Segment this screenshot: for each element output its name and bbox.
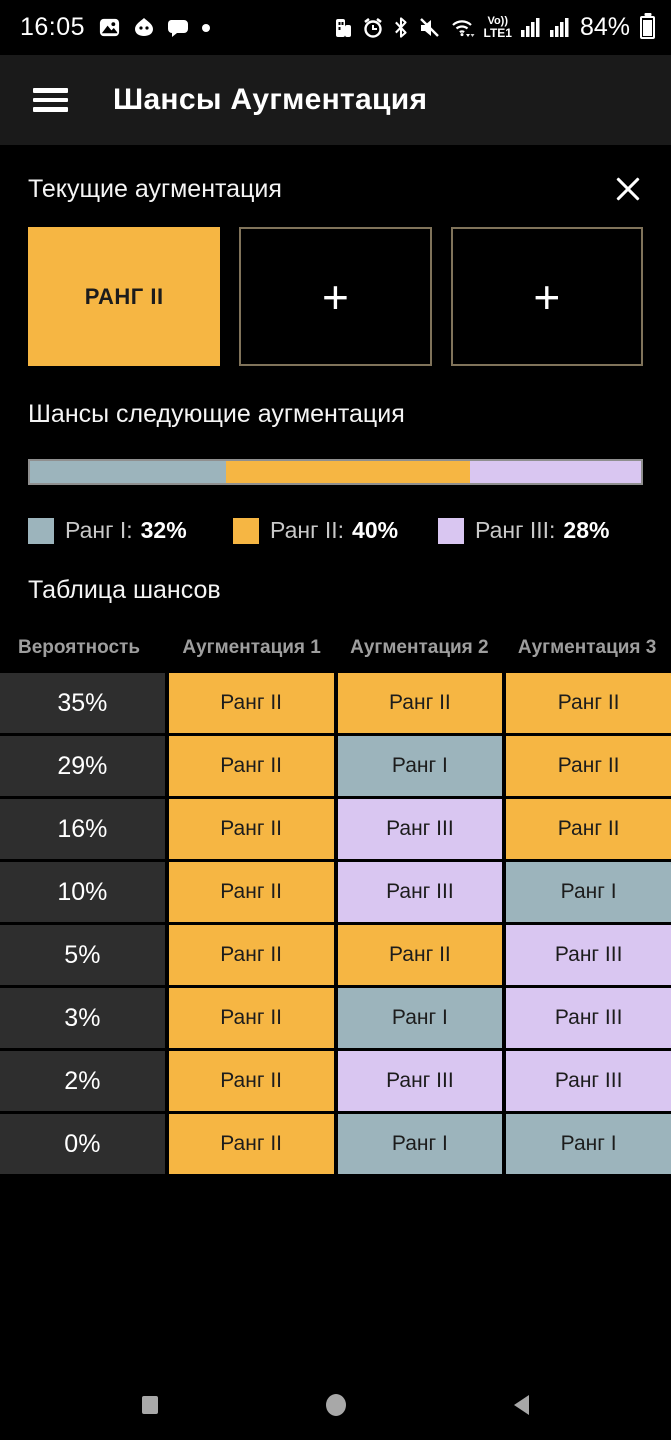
rank-cell-augmentation-3: Ранг III [506, 925, 671, 985]
probability-cell: 2% [0, 1051, 165, 1111]
bar-segment-rank-3 [469, 461, 641, 483]
gallery-notification-icon [98, 16, 121, 39]
probability-cell: 29% [0, 736, 165, 796]
page-title: Шансы Аугментация [113, 83, 428, 116]
legend-item-rank2: Ранг II: 40% [233, 517, 438, 544]
rank-cell-augmentation-2: Ранг III [337, 862, 503, 922]
plus-icon: + [533, 270, 561, 323]
chance-table-body: 35% Ранг II Ранг II Ранг II 29% Ранг II Ранг I… [0, 673, 671, 1174]
rank-cell-augmentation-2: Ранг III [337, 1051, 503, 1111]
table-row: 2% Ранг II Ранг III Ранг III [0, 1051, 671, 1111]
rank-cell-augmentation-3: Ранг III [506, 1051, 671, 1111]
android-nav-bar [0, 1394, 671, 1416]
rank-cell-augmentation-1: Ранг II [168, 988, 334, 1048]
chance-table-header: Вероятность Аугментация 1 Аугментация 2 … [0, 637, 671, 659]
table-row: 16% Ранг II Ранг III Ранг II [0, 799, 671, 859]
augmentation-slot-1[interactable]: РАНГ II [28, 227, 221, 366]
menu-icon[interactable] [33, 83, 68, 117]
battery-icon [640, 16, 655, 39]
signal-strength-icon-sim1 [520, 17, 541, 38]
messages-notification-icon [167, 16, 191, 40]
table-row: 10% Ранг II Ранг III Ранг I [0, 862, 671, 922]
signal-strength-icon-sim2 [549, 17, 570, 38]
rank-cell-augmentation-3: Ранг II [506, 736, 671, 796]
rank-cell-augmentation-3: Ранг I [506, 1114, 671, 1174]
bluetooth-icon [393, 16, 409, 39]
table-row: 35% Ранг II Ранг II Ранг II [0, 673, 671, 733]
app-bar: Шансы Аугментация [0, 55, 671, 145]
rank-cell-augmentation-2: Ранг I [337, 1114, 503, 1174]
chance-table-title: Таблица шансов [28, 576, 221, 604]
rank-cell-augmentation-2: Ранг II [337, 925, 503, 985]
battery-percent: 84% [579, 13, 630, 41]
rank2-swatch [233, 517, 259, 544]
legend-item-rank3: Ранг III: 28% [438, 517, 643, 544]
bar-segment-rank-1 [30, 461, 226, 483]
current-augmentation-title: Текущие аугментация [28, 174, 282, 203]
mute-icon [417, 16, 441, 40]
back-button[interactable] [514, 1395, 529, 1415]
clock: 16:05 [20, 13, 86, 41]
plus-icon: + [322, 270, 349, 323]
augmentation-slot-3[interactable]: + [450, 227, 643, 366]
rank-cell-augmentation-1: Ранг II [168, 1051, 334, 1111]
legend-item-rank1: Ранг I: 32% [28, 517, 233, 544]
rank-cell-augmentation-1: Ранг II [168, 862, 334, 922]
current-augmentation-header: Текущие аугментация [28, 167, 643, 211]
rank-cell-augmentation-1: Ранг II [168, 673, 334, 733]
next-chances-title: Шансы следующие аугментация [28, 400, 405, 428]
probability-cell: 16% [0, 799, 165, 859]
rank-cell-augmentation-1: Ранг II [168, 925, 334, 985]
rank-cell-augmentation-3: Ранг I [506, 862, 671, 922]
table-row: 0% Ранг II Ранг I Ранг I [0, 1114, 671, 1174]
recents-button[interactable] [142, 1396, 158, 1414]
home-button[interactable] [326, 1394, 346, 1416]
augmentation-slots: РАНГ II + + [28, 227, 643, 366]
rank-cell-augmentation-2: Ранг I [337, 988, 503, 1048]
probability-cell: 3% [0, 988, 165, 1048]
rank-cell-augmentation-2: Ранг I [337, 736, 503, 796]
building-status-icon [333, 17, 353, 39]
alarm-icon [361, 16, 385, 40]
rank-cell-augmentation-2: Ранг II [337, 673, 503, 733]
header-augmentation-3: Аугментация 3 [517, 637, 657, 658]
table-row: 29% Ранг II Ранг I Ранг II [0, 736, 671, 796]
rank-cell-augmentation-1: Ранг II [168, 1114, 334, 1174]
header-augmentation-2: Аугментация 2 [350, 637, 489, 658]
header-augmentation-1: Аугментация 1 [182, 637, 321, 658]
probability-cell: 35% [0, 673, 165, 733]
rank-cell-augmentation-2: Ранг III [337, 799, 503, 859]
probability-cell: 5% [0, 925, 165, 985]
volte-indicator: Vo)) LTE1 [483, 15, 512, 40]
more-notifications-dot [202, 23, 211, 32]
rank-cell-augmentation-3: Ранг II [506, 673, 671, 733]
rank-cell-augmentation-1: Ранг II [168, 799, 334, 859]
chance-legend: Ранг I: 32% Ранг II: 40% Ранг III: 28% [28, 517, 643, 544]
augmentation-slot-1-label: РАНГ II [84, 283, 164, 309]
table-row: 3% Ранг II Ранг I Ранг III [0, 988, 671, 1048]
app-notification-icon [132, 16, 156, 40]
table-row: 5% Ранг II Ранг II Ранг III [0, 925, 671, 985]
rank1-swatch [28, 517, 54, 544]
close-icon[interactable] [613, 174, 643, 204]
rank-cell-augmentation-3: Ранг II [506, 799, 671, 859]
wifi-icon [449, 16, 476, 40]
rank3-swatch [438, 517, 464, 544]
next-chance-bar [28, 459, 643, 485]
probability-cell: 10% [0, 862, 165, 922]
augmentation-slot-2[interactable]: + [239, 227, 432, 366]
header-probability: Вероятность [18, 637, 141, 658]
probability-cell: 0% [0, 1114, 165, 1174]
rank-cell-augmentation-1: Ранг II [168, 736, 334, 796]
status-bar: 16:05 Vo)) LTE1 [0, 0, 671, 55]
rank-cell-augmentation-3: Ранг III [506, 988, 671, 1048]
bar-segment-rank-2 [225, 461, 470, 483]
